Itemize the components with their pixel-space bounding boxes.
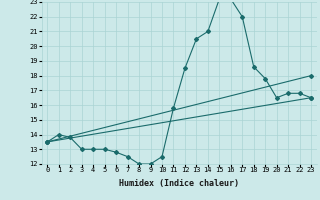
- X-axis label: Humidex (Indice chaleur): Humidex (Indice chaleur): [119, 179, 239, 188]
